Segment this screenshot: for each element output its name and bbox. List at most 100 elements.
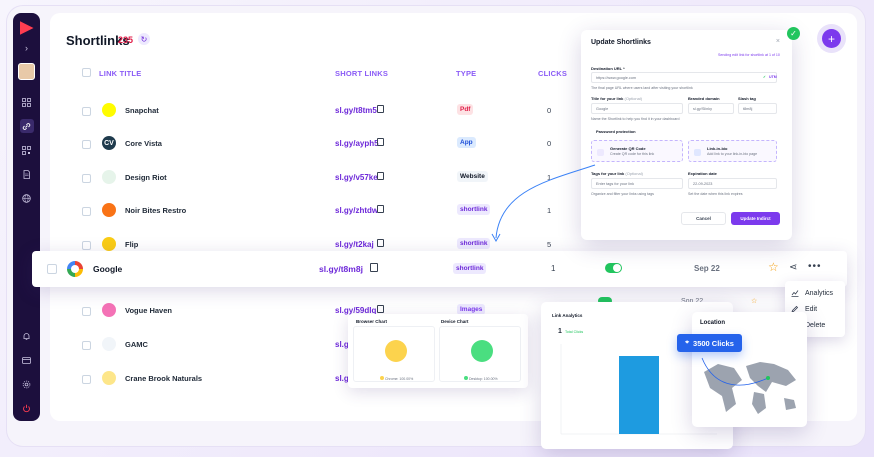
bio-icon bbox=[694, 149, 701, 156]
bell-icon[interactable] bbox=[20, 329, 34, 343]
more-options-icon[interactable]: ••• bbox=[808, 261, 822, 272]
modal-note: Sending edit link for shortlink at 1 of … bbox=[718, 53, 780, 57]
row-checkbox[interactable] bbox=[82, 107, 91, 116]
expiration-input[interactable]: 22-09-2023 bbox=[688, 178, 777, 189]
column-header-short-links[interactable]: SHORT LINKS bbox=[335, 69, 389, 78]
cancel-button[interactable]: Cancel bbox=[681, 212, 726, 225]
row-checkbox[interactable] bbox=[82, 241, 91, 250]
utm-button[interactable]: UTM bbox=[769, 75, 777, 79]
qr-icon[interactable] bbox=[20, 143, 34, 157]
grid-icon[interactable] bbox=[20, 95, 34, 109]
table-row[interactable]: Snapchat sl.gy/t8tm5 Pdf 0 bbox=[50, 97, 580, 127]
qr-code-card[interactable]: Generate QR Code Create QR code for this… bbox=[591, 140, 683, 162]
expiration-label: Expiration date bbox=[688, 171, 717, 176]
table-row[interactable]: Noir Bites Restro sl.gy/zhtdw shortlink 1 bbox=[50, 197, 580, 227]
row-checkbox[interactable] bbox=[82, 174, 91, 183]
column-header-title[interactable]: LINK TITLE bbox=[99, 69, 142, 78]
password-label[interactable]: Password protection bbox=[596, 129, 636, 134]
modal-title: Update Shortlinks bbox=[591, 39, 651, 46]
row-checkbox[interactable] bbox=[82, 307, 91, 316]
slash-tag-label: Slash tag bbox=[738, 96, 756, 101]
short-link[interactable]: sl.gy/59dlq bbox=[335, 306, 377, 315]
status-toggle[interactable] bbox=[605, 263, 622, 273]
power-icon[interactable] bbox=[20, 401, 34, 415]
row-checkbox[interactable] bbox=[82, 140, 91, 149]
chart-icon bbox=[791, 289, 799, 297]
copy-icon[interactable] bbox=[377, 305, 384, 313]
update-button[interactable]: Update Indirct bbox=[731, 212, 780, 225]
slash-tag-input[interactable]: t8m8j bbox=[738, 103, 777, 114]
click-count: 5 bbox=[547, 240, 552, 249]
globe-icon[interactable] bbox=[20, 191, 34, 205]
bar bbox=[619, 356, 659, 434]
menu-item-analytics[interactable]: Analytics bbox=[791, 289, 833, 297]
destination-input[interactable]: https://www.google.com bbox=[591, 72, 777, 83]
short-link[interactable]: sl.gy/t8tm5 bbox=[335, 106, 377, 115]
short-link[interactable]: sl.gy/v57ke bbox=[335, 173, 378, 182]
destination-hint: The final page URL where users land afte… bbox=[591, 86, 693, 90]
column-header-clicks[interactable]: CLICKS bbox=[538, 69, 568, 78]
table-row[interactable]: Vogue Haven sl.gy/59dlq Images bbox=[50, 297, 580, 327]
row-checkbox[interactable] bbox=[82, 375, 91, 384]
table-row-highlighted[interactable]: Google sl.gy/t8m8j shortlink 1 Sep 22 ☆ … bbox=[32, 251, 847, 287]
link-logo-icon bbox=[102, 303, 116, 317]
copy-icon[interactable] bbox=[377, 138, 384, 146]
share-icon[interactable]: ⋖ bbox=[789, 262, 798, 273]
link-title: GAMC bbox=[125, 340, 148, 349]
title-input[interactable]: Google bbox=[591, 103, 683, 114]
document-icon[interactable] bbox=[20, 167, 34, 181]
update-shortlink-modal: Update Shortlinks × Sending edit link fo… bbox=[581, 30, 792, 240]
copy-icon[interactable] bbox=[377, 105, 384, 113]
table-row[interactable]: CV Core Vista sl.gy/ayph5 App 0 bbox=[50, 130, 580, 160]
check-icon: ✓ bbox=[763, 75, 767, 79]
device-legend: Desktop: 100.00% bbox=[464, 376, 498, 381]
copy-icon[interactable] bbox=[377, 172, 384, 180]
chevron-right-icon[interactable]: › bbox=[25, 43, 28, 53]
destination-label: Destination URL * bbox=[591, 66, 625, 71]
column-header-type[interactable]: TYPE bbox=[456, 69, 477, 78]
domain-select[interactable]: sl.gy/Slinky bbox=[688, 103, 734, 114]
link-title: Design Riot bbox=[125, 173, 167, 182]
link-count-badge: 235 bbox=[118, 35, 134, 45]
refresh-icon[interactable]: ↻ bbox=[138, 33, 150, 45]
short-link[interactable]: sl.gy/a bbox=[335, 374, 360, 383]
card-icon[interactable] bbox=[20, 353, 34, 367]
menu-item-edit[interactable]: Edit bbox=[791, 305, 817, 313]
device-pie-slice bbox=[471, 340, 493, 362]
page-title: Shortlinks bbox=[66, 33, 130, 48]
click-count: 1 bbox=[547, 206, 552, 215]
total-clicks-value: 1 bbox=[558, 328, 562, 335]
link-in-bio-card[interactable]: Link-in-bio Add link to your link-in-bio… bbox=[688, 140, 777, 162]
short-link[interactable]: sl.gy/t2kaj bbox=[335, 240, 374, 249]
browser-pie-slice bbox=[385, 340, 407, 362]
type-badge: App bbox=[457, 137, 476, 148]
link-title: Vogue Haven bbox=[125, 306, 172, 315]
row-checkbox[interactable] bbox=[82, 207, 91, 216]
select-all-checkbox[interactable] bbox=[82, 68, 91, 77]
row-checkbox[interactable] bbox=[82, 341, 91, 350]
short-link[interactable]: sl.gy/ayph5 bbox=[335, 139, 379, 148]
short-link[interactable]: sl.gy/t8m8j bbox=[319, 264, 363, 274]
close-icon[interactable]: × bbox=[775, 38, 780, 45]
total-clicks-label: Total Clicks bbox=[565, 330, 584, 334]
star-icon[interactable]: ☆ bbox=[768, 260, 779, 274]
link-icon[interactable] bbox=[19, 119, 34, 133]
short-link[interactable]: sl.gy/zhtdw bbox=[335, 206, 379, 215]
avatar[interactable] bbox=[18, 63, 35, 80]
copy-icon[interactable] bbox=[377, 239, 384, 247]
type-badge: shortlink bbox=[453, 263, 487, 274]
tags-label: Tags for your link (Optional) bbox=[591, 171, 643, 176]
link-title: Flip bbox=[125, 240, 139, 249]
copy-icon[interactable] bbox=[377, 205, 384, 213]
add-link-button[interactable]: + bbox=[822, 29, 841, 48]
copy-icon[interactable] bbox=[370, 263, 378, 272]
settings-icon[interactable] bbox=[20, 377, 34, 391]
row-checkbox[interactable] bbox=[47, 264, 57, 274]
table-row[interactable]: Design Riot sl.gy/v57ke Website 1 bbox=[50, 164, 580, 194]
title-label: Title for your link (Optional) bbox=[591, 96, 643, 101]
link-logo-icon bbox=[102, 170, 116, 184]
short-link[interactable]: sl.gy/a bbox=[335, 340, 360, 349]
brand-logo-icon[interactable] bbox=[19, 21, 34, 35]
tags-input[interactable]: Enter tags for your link bbox=[591, 178, 683, 189]
table-row[interactable]: Flip sl.gy/t2kaj shortlink 5 bbox=[50, 231, 580, 261]
